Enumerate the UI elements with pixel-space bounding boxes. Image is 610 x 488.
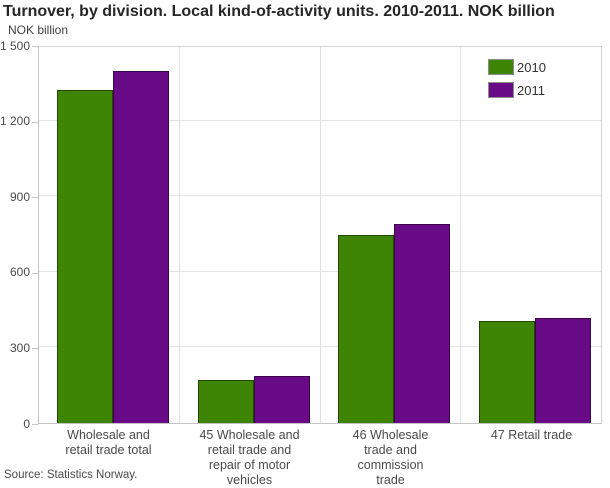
x-axis-label-1: Wholesale and retail trade total [65,428,152,457]
y-tick-label-600: 600 [9,265,30,280]
y-axis: 1 500 1 200 900 600 300 0 [0,39,31,431]
bar-pair [56,71,169,423]
y-tick-label-1500: 1 500 [0,38,31,53]
bar-group-2 [180,47,321,423]
legend-label-2011: 2011 [517,82,545,98]
bar-2010-group-2 [197,380,254,423]
x-axis-labels: Wholesale and retail trade total 45 Whole… [38,428,602,488]
x-axis-label-2: 45 Wholesale and retail trade and repair… [199,428,300,487]
legend-label-2010: 2010 [517,59,546,75]
legend: 2010 2011 [488,59,546,98]
y-tick-mark-300 [32,348,38,350]
legend-item-2011: 2011 [488,82,546,98]
legend-swatch-2010 [488,59,514,75]
bar-pair [338,224,451,423]
x-axis-label-4: 47 Retail trade [490,428,573,442]
bar-2010-group-3 [338,235,395,423]
y-tick-mark-0 [32,424,38,425]
y-tick-label-1200: 1 200 [0,114,31,129]
bar-2011-group-2 [253,376,310,423]
y-tick-mark-900 [32,197,38,199]
y-tick-mark-600 [32,272,38,274]
bar-2010-group-4 [479,321,536,423]
legend-item-2010: 2010 [488,59,546,75]
y-axis-unit-label: NOK billion [8,23,69,37]
bar-2010-group-1 [56,90,113,423]
y-tick-mark-1500 [32,46,38,47]
chart-title: Turnover, by division. Local kind-of-act… [3,3,555,20]
x-axis-label-3: 46 Wholesale trade and commission trade [352,428,429,487]
y-tick-label-300: 300 [9,340,30,355]
bar-group-3 [321,47,462,423]
bar-pair [197,376,310,423]
bar-pair [479,318,592,423]
source-text: Source: Statistics Norway. [4,469,138,481]
bar-group-4 [461,47,601,423]
plot-area: 2010 2011 [38,46,602,424]
bar-2011-group-3 [394,224,451,423]
bar-groups [39,47,601,423]
y-tick-mark-1200 [32,121,38,123]
bar-2011-group-1 [112,71,169,423]
bar-group-1 [39,47,180,423]
bar-2011-group-4 [535,318,592,423]
y-tick-label-900: 900 [9,189,30,204]
legend-swatch-2011 [488,82,514,98]
y-tick-label-0: 0 [23,416,30,431]
